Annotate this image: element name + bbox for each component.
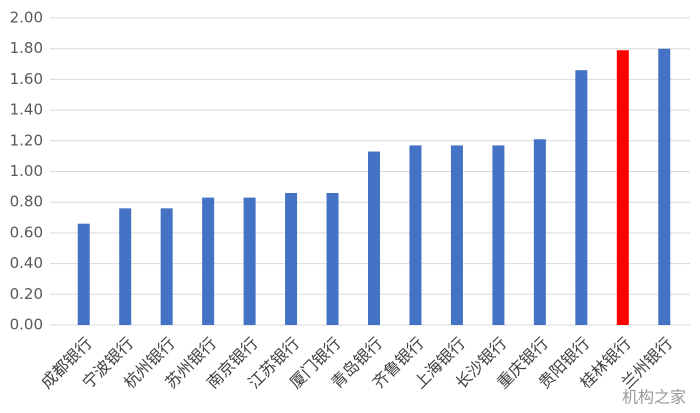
y-tick-label: 0.80 — [10, 193, 43, 211]
watermark: 机构之家 — [622, 388, 686, 407]
bar — [616, 50, 629, 326]
y-tick-label: 1.20 — [10, 131, 43, 149]
bar — [450, 145, 463, 325]
y-tick-label: 1.40 — [10, 101, 43, 119]
bar — [326, 192, 339, 325]
bar — [368, 151, 380, 325]
bar — [658, 48, 671, 325]
y-tick-label: 0.60 — [10, 223, 43, 241]
bar — [409, 145, 422, 325]
bar — [492, 145, 505, 325]
bar — [533, 139, 546, 325]
bar — [575, 70, 588, 325]
bar — [160, 208, 173, 325]
y-tick-label: 0.00 — [10, 316, 43, 334]
bar — [285, 192, 298, 325]
bar — [243, 197, 256, 325]
bar — [202, 197, 215, 325]
y-tick-label: 1.80 — [10, 39, 43, 57]
y-tick-label: 0.40 — [10, 254, 43, 272]
y-tick-label: 0.20 — [10, 285, 43, 303]
bar — [77, 223, 90, 325]
bar — [119, 208, 132, 325]
y-tick-label: 1.00 — [10, 162, 43, 180]
y-tick-label: 2.00 — [10, 9, 43, 27]
y-tick-label: 1.60 — [10, 70, 43, 88]
